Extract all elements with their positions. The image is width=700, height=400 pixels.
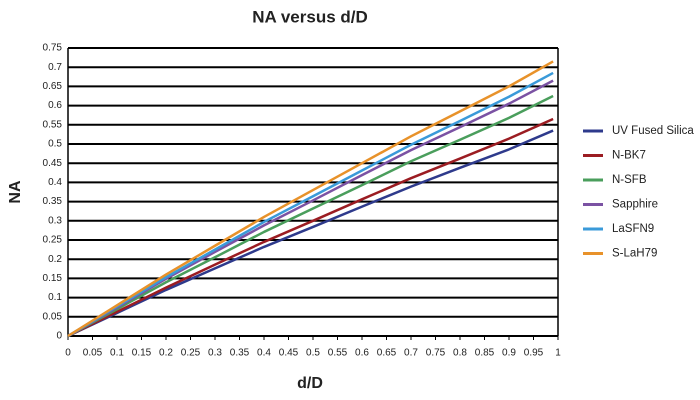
data-line xyxy=(67,71,554,338)
y-tick-label: 0.7 xyxy=(48,62,62,73)
x-tick-label: 0.95 xyxy=(524,348,544,359)
x-tick-label: 0.05 xyxy=(83,348,103,359)
x-tick-label: 0.7 xyxy=(404,348,418,359)
x-tick-label: 0.55 xyxy=(328,348,348,359)
y-tick-label: 0.1 xyxy=(48,292,62,303)
y-tick-label: 0.6 xyxy=(48,100,62,111)
data-line xyxy=(67,94,554,338)
legend-label: LaSFN9 xyxy=(612,223,654,235)
y-tick-label: 0.5 xyxy=(48,139,62,150)
y-tick-label: 0.55 xyxy=(43,119,63,130)
legend-label: N-SFB xyxy=(612,174,647,186)
x-tick-label: 0.6 xyxy=(355,348,369,359)
data-line xyxy=(67,117,554,338)
chart-title: NA versus d/D xyxy=(252,7,368,26)
x-tick-label: 0.35 xyxy=(230,348,250,359)
x-tick-label: 0.45 xyxy=(279,348,299,359)
y-tick-label: 0.75 xyxy=(43,43,63,54)
x-tick-label: 0.2 xyxy=(159,348,173,359)
x-tick-label: 0.15 xyxy=(132,348,152,359)
y-tick-label: 0.65 xyxy=(43,81,63,92)
y-tick-label: 0.2 xyxy=(48,254,62,265)
x-tick-label: 0.3 xyxy=(208,348,222,359)
x-tick-label: 0.1 xyxy=(110,348,124,359)
x-tick-label: 0.5 xyxy=(306,348,320,359)
x-tick-label: 0.9 xyxy=(502,348,516,359)
y-tick-label: 0.4 xyxy=(48,177,62,188)
y-tick-label: 0.35 xyxy=(43,196,63,207)
y-tick-label: 0.15 xyxy=(43,273,63,284)
legend-label: S-LaH79 xyxy=(612,248,657,260)
x-tick-label: 0.8 xyxy=(453,348,467,359)
legend-label: UV Fused Silica xyxy=(612,125,694,137)
x-tick-label: 0.85 xyxy=(475,348,495,359)
legend-label: Sapphire xyxy=(612,199,658,211)
y-axis-label: NA xyxy=(7,180,24,204)
y-tick-label: 0.05 xyxy=(43,311,63,322)
x-tick-label: 0.4 xyxy=(257,348,271,359)
data-line xyxy=(67,129,554,338)
x-tick-label: 0.25 xyxy=(181,348,201,359)
x-tick-label: 1 xyxy=(555,348,561,359)
x-tick-label: 0.65 xyxy=(377,348,397,359)
x-tick-label: 0.75 xyxy=(426,348,446,359)
data-line xyxy=(67,60,554,338)
y-tick-label: 0 xyxy=(56,331,62,342)
legend-label: N-BK7 xyxy=(612,150,646,162)
y-tick-label: 0.3 xyxy=(48,215,62,226)
y-tick-label: 0.25 xyxy=(43,235,63,246)
y-tick-label: 0.45 xyxy=(43,158,63,169)
x-axis-label: d/D xyxy=(297,375,323,392)
x-tick-label: 0 xyxy=(65,348,71,359)
